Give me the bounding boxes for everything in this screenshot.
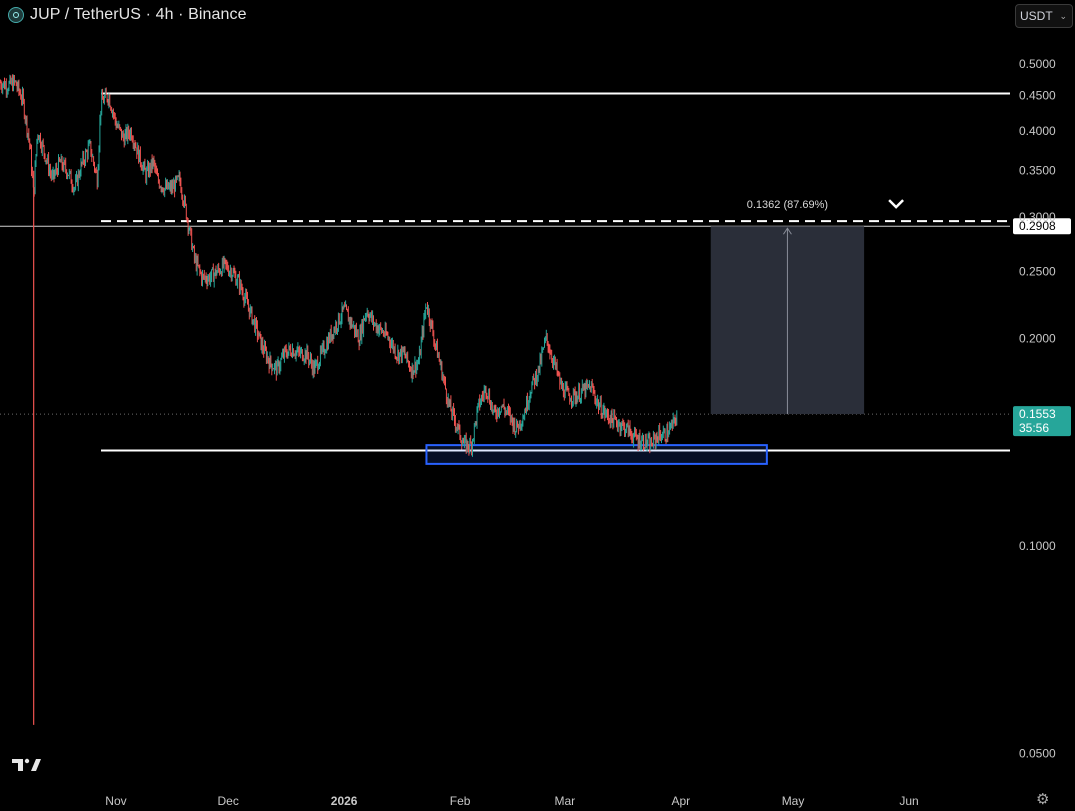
chevron-down-icon: ⌄ (1059, 10, 1067, 21)
target-price-label-bg (1013, 218, 1071, 235)
y-tick-label: 0.2000 (1019, 331, 1056, 345)
y-tick-label: 0.1000 (1019, 539, 1056, 553)
jupiter-logo-icon (8, 7, 24, 23)
x-tick-label: Nov (105, 794, 126, 808)
currency-selector[interactable]: USDT ⌄ (1015, 4, 1073, 28)
support-zone[interactable] (425, 444, 768, 465)
measure-arrow-head-icon (783, 227, 792, 235)
y-tick-label: 0.3000 (1019, 210, 1056, 224)
x-tick-label: Jun (899, 794, 918, 808)
chevron-down-icon[interactable] (888, 199, 904, 209)
current-price-label: 0.1553 (1019, 407, 1056, 421)
x-tick-label: Apr (671, 794, 690, 808)
y-tick-label: 0.0500 (1019, 746, 1056, 760)
y-tick-label: 0.5000 (1019, 57, 1056, 71)
gear-icon[interactable]: ⚙ (1036, 791, 1050, 808)
tradingview-logo-icon[interactable] (10, 756, 42, 774)
target-price-label: 0.2908 (1019, 219, 1056, 233)
x-tick-label: 2026 (331, 794, 358, 808)
chart-header: JUP / TetherUS · 4h · Binance (8, 4, 247, 26)
y-tick-label: 0.4000 (1019, 124, 1056, 138)
y-tick-label: 0.2500 (1019, 265, 1056, 279)
x-tick-label: Dec (218, 794, 239, 808)
bar-countdown-label: 35:56 (1019, 421, 1049, 435)
symbol-title[interactable]: JUP / TetherUS · 4h · Binance (30, 6, 247, 23)
x-tick-label: Feb (450, 794, 471, 808)
measure-label: 0.1362 (87.69%) (747, 199, 828, 211)
current-price-label-bg (1013, 406, 1071, 437)
x-tick-label: Mar (555, 794, 576, 808)
currency-value: USDT (1020, 9, 1053, 23)
y-tick-label: 0.4500 (1019, 88, 1056, 102)
y-tick-label: 0.3500 (1019, 164, 1056, 178)
x-tick-label: May (782, 794, 805, 808)
